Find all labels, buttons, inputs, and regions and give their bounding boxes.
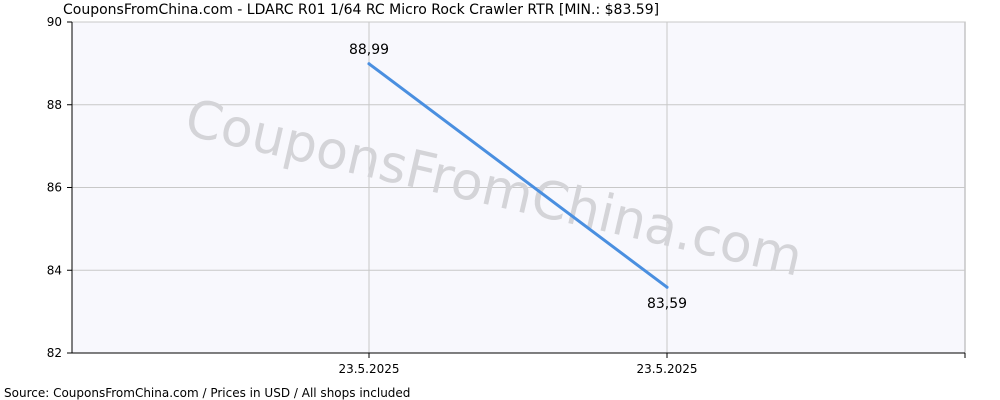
x-tick-label: 23.5.2025 — [338, 362, 399, 376]
data-label: 88,99 — [349, 42, 389, 58]
source-note: Source: CouponsFromChina.com / Prices in… — [4, 386, 411, 400]
series-line-group — [367, 62, 669, 289]
axes: 82 84 86 88 90 23.5.2025 23.5.2025 — [47, 15, 966, 376]
series-line-segment — [367, 62, 669, 289]
data-point — [665, 285, 669, 289]
y-tick-label: 90 — [47, 15, 62, 29]
y-tick-label: 88 — [47, 98, 62, 112]
data-label-group: 88,99 83,59 — [349, 42, 687, 312]
chart-title: CouponsFromChina.com - LDARC R01 1/64 RC… — [63, 2, 660, 18]
x-tick-label: 23.5.2025 — [636, 362, 697, 376]
data-label: 83,59 — [647, 296, 687, 312]
y-tick-label: 82 — [47, 346, 62, 360]
grid-lines — [72, 21, 965, 353]
y-tick-label: 86 — [47, 181, 62, 195]
y-tick-label: 84 — [47, 263, 62, 277]
data-point — [367, 62, 371, 66]
